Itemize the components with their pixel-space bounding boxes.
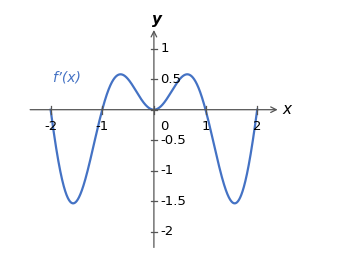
Text: 0: 0 [161, 120, 169, 133]
Text: -1: -1 [96, 120, 109, 133]
Text: y: y [152, 12, 162, 27]
Text: f’(x): f’(x) [52, 71, 80, 85]
Text: -2: -2 [161, 225, 174, 238]
Text: x: x [282, 102, 291, 117]
Text: -1: -1 [161, 164, 174, 177]
Text: -0.5: -0.5 [161, 134, 186, 147]
Text: -2: -2 [44, 120, 57, 133]
Text: 1: 1 [201, 120, 210, 133]
Text: 2: 2 [253, 120, 261, 133]
Text: -1.5: -1.5 [161, 195, 186, 208]
Text: 0.5: 0.5 [161, 73, 182, 86]
Text: 1: 1 [161, 42, 169, 55]
